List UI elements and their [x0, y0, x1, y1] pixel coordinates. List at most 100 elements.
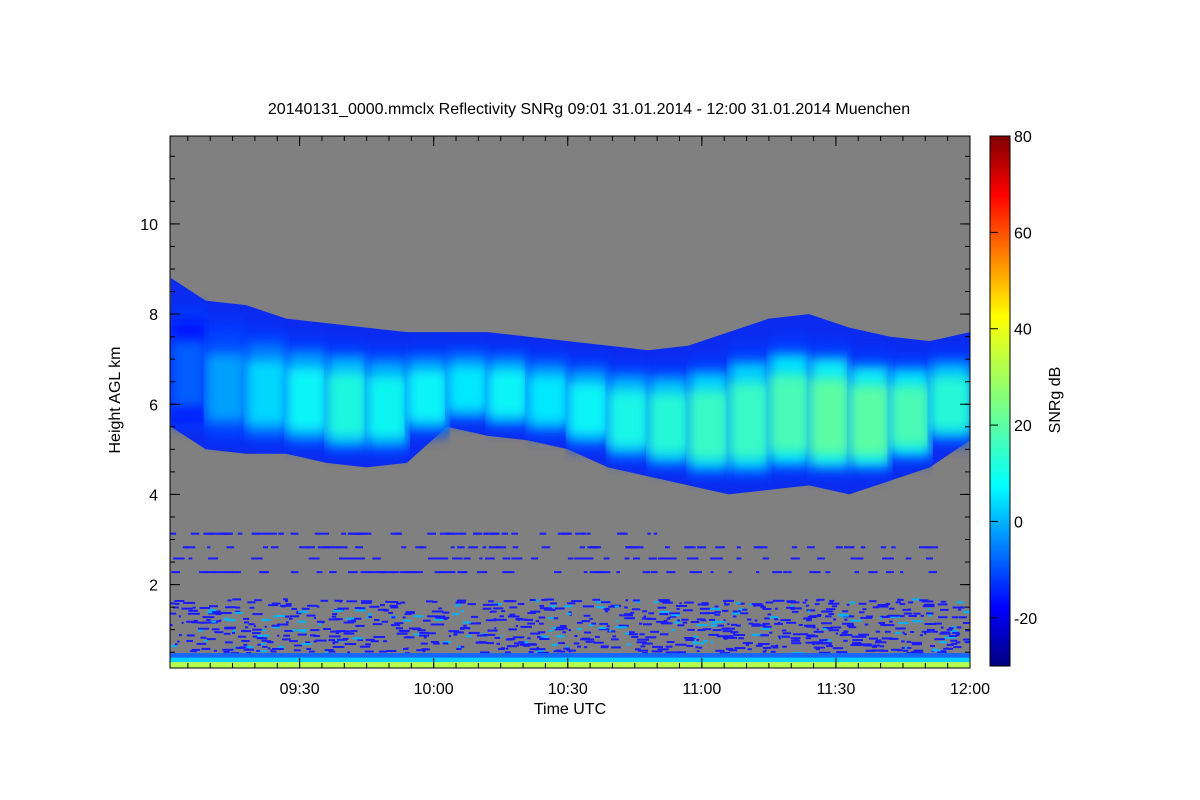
clutter-echo: [196, 642, 207, 645]
clutter-echo: [405, 647, 409, 650]
clutter-echo: [849, 601, 856, 604]
weak-echo-line: [666, 571, 676, 574]
clutter-echo: [953, 646, 962, 649]
clutter-echo: [702, 628, 712, 631]
clutter-echo: [792, 610, 799, 613]
weak-echo-line: [690, 546, 696, 549]
clutter-echo: [525, 643, 537, 646]
clutter-echo: [535, 648, 546, 651]
weak-echo-line: [858, 557, 864, 560]
clutter-echo: [702, 603, 707, 606]
weak-echo-line: [182, 546, 189, 549]
cloud-core-cell: [768, 374, 811, 453]
clutter-echo: [482, 603, 493, 606]
heatmap-layer: [170, 278, 970, 668]
weak-echo-line: [380, 571, 386, 574]
clutter-echo: [568, 629, 571, 632]
weak-echo-line: [199, 571, 208, 574]
clutter-echo: [346, 617, 355, 620]
clutter-echo: [361, 601, 372, 604]
clutter-echo: [598, 627, 606, 630]
clutter-echo: [505, 647, 509, 650]
weak-echo-line: [479, 557, 483, 560]
clutter-echo: [924, 632, 927, 635]
clutter-echo: [814, 603, 820, 606]
clutter-echo: [708, 618, 715, 621]
clutter-echo: [632, 599, 640, 602]
clutter-echo: [529, 648, 538, 651]
weak-echo-line: [736, 546, 741, 549]
cloud-core-cell: [406, 370, 449, 422]
clutter-echo: [767, 613, 772, 616]
weak-echo-line: [329, 571, 337, 574]
clutter-echo: [277, 623, 289, 626]
weak-echo-line: [368, 571, 378, 574]
clutter-echo: [272, 648, 284, 650]
clutter-echo: [566, 612, 571, 615]
clutter-echo: [279, 604, 292, 607]
clutter-echo: [538, 616, 546, 619]
clutter-echo: [619, 624, 629, 627]
clutter-echo: [642, 642, 653, 645]
clutter-echo: [825, 608, 836, 611]
clutter-echo: [582, 605, 594, 608]
clutter-echo: [372, 623, 383, 626]
weak-echo-line: [603, 557, 610, 560]
clutter-echo: [730, 631, 739, 634]
clutter-echo: [934, 638, 945, 641]
clutter-echo: [619, 614, 623, 617]
clutter-echo: [589, 617, 593, 620]
clutter-echo: [365, 638, 375, 641]
clutter-echo: [769, 616, 779, 619]
clutter-echo: [520, 625, 532, 628]
clutter-echo: [556, 635, 565, 638]
clutter-echo: [434, 618, 444, 621]
colorbar-title: SNRg dB: [1047, 367, 1064, 434]
clutter-echo: [930, 645, 935, 647]
clutter-echo: [778, 637, 781, 640]
colorbar: [989, 135, 1011, 667]
clutter-echo: [386, 650, 397, 652]
clutter-echo: [377, 608, 389, 611]
weak-echo-line: [434, 557, 444, 560]
clutter-echo: [469, 622, 480, 625]
clutter-echo: [731, 623, 738, 626]
clutter-echo: [234, 611, 243, 614]
clutter-echo: [577, 645, 582, 648]
clutter-echo: [467, 603, 476, 606]
clutter-echo: [583, 614, 591, 617]
clutter-echo: [426, 600, 433, 603]
clutter-echo: [828, 643, 832, 646]
clutter-echo: [518, 641, 525, 644]
clutter-echo: [692, 642, 705, 645]
weak-echo-line: [473, 532, 483, 535]
clutter-echo: [746, 618, 752, 621]
clutter-echo: [790, 607, 795, 610]
clutter-echo: [223, 650, 230, 653]
clutter-echo: [939, 641, 947, 644]
clutter-echo: [841, 631, 848, 634]
weak-echo-line: [506, 571, 515, 574]
clutter-echo: [723, 599, 734, 602]
clutter-echo: [453, 633, 458, 636]
clutter-echo: [856, 635, 867, 638]
clutter-echo: [527, 637, 531, 640]
clutter-echo: [249, 606, 255, 609]
clutter-echo: [220, 612, 232, 614]
clutter-echo: [836, 651, 848, 654]
clutter-echo: [828, 629, 840, 632]
clutter-echo: [761, 628, 771, 630]
clutter-echo: [314, 617, 316, 620]
clutter-echo: [332, 641, 339, 644]
weak-echo-line: [736, 557, 742, 560]
clutter-echo: [224, 627, 235, 630]
clutter-echo: [181, 621, 184, 624]
clutter-echo: [600, 646, 608, 649]
ground-return-band: [170, 653, 970, 659]
clutter-echo: [693, 635, 699, 638]
clutter-echo: [677, 619, 680, 622]
clutter-echo: [450, 630, 460, 633]
clutter-echo: [806, 609, 816, 612]
weak-echo-line: [886, 571, 894, 574]
clutter-echo: [183, 601, 196, 604]
